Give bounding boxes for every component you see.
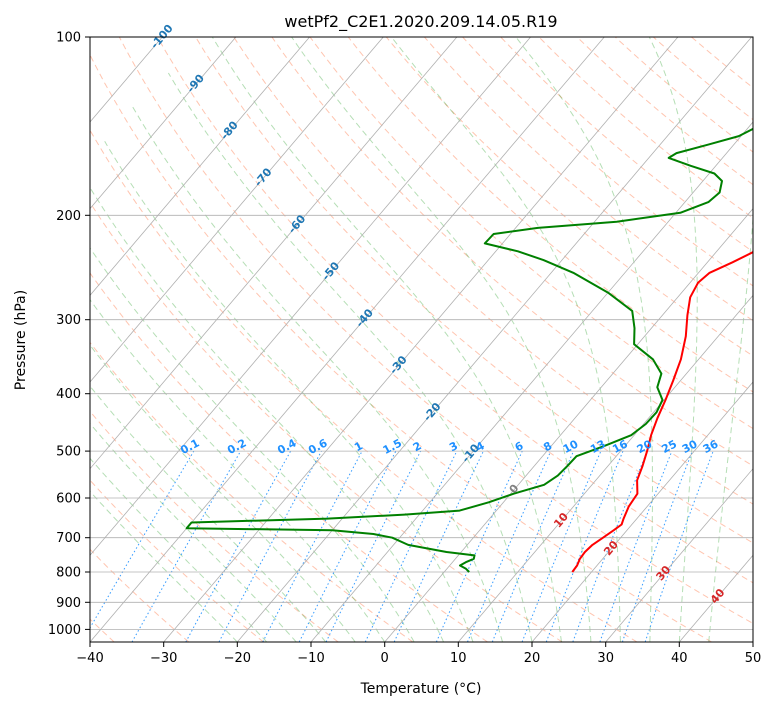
- temperature-profile-line: [571, 251, 753, 573]
- dry-adiabat: [462, 37, 753, 287]
- chart-title: wetPf2_C2E1.2020.209.14.05.R19: [284, 12, 557, 32]
- moist-adiabat: [90, 186, 445, 642]
- moist-adiabat: [515, 37, 653, 642]
- isotherm-line: [90, 37, 531, 556]
- dry-adiabat: [347, 37, 753, 393]
- x-tick-label: 20: [524, 651, 541, 666]
- moist-adiabat: [90, 247, 415, 642]
- dry-adiabat: [90, 53, 712, 642]
- isotherm-line: [236, 37, 752, 642]
- x-tick-label: −10: [297, 651, 324, 666]
- mixing-ratio-line: [325, 450, 422, 642]
- isotherm-line: [163, 37, 679, 642]
- mixing-ratio-line: [435, 450, 523, 642]
- moist-adiabat: [708, 212, 753, 642]
- moist-adiabat: [90, 344, 356, 642]
- x-tick-label: −40: [76, 651, 103, 666]
- isotherm-line: [90, 37, 310, 296]
- dewpoint-profile-line: [185, 127, 753, 573]
- isotherm-line: [90, 37, 458, 470]
- isotherm-line: [457, 294, 753, 642]
- dry-adiabat: [500, 37, 753, 253]
- x-tick-label: 50: [745, 651, 762, 666]
- moist-adiabat: [391, 37, 621, 642]
- mixing-ratio-line: [644, 450, 714, 642]
- dry-adiabat: [90, 129, 638, 642]
- plot-frame: [89, 36, 754, 643]
- y-tick-label: 700: [56, 531, 81, 546]
- moist-adiabat: [130, 104, 503, 642]
- y-tick-label: 1000: [48, 623, 81, 638]
- moist-adiabat: [211, 37, 562, 642]
- mixing-ratio-label: 16: [610, 437, 630, 456]
- y-tick-label: 400: [56, 387, 81, 402]
- dry-adiabat: [90, 479, 264, 642]
- moist-adiabat: [90, 490, 238, 642]
- y-tick-label: 200: [56, 209, 81, 224]
- dry-adiabat: [424, 37, 753, 322]
- dry-adiabat: [156, 37, 753, 584]
- dry-adiabat: [233, 37, 753, 505]
- x-tick-label: 40: [671, 651, 688, 666]
- moist-adiabat: [167, 72, 533, 642]
- isotherm-line: [605, 468, 753, 642]
- y-tick-label: 500: [56, 445, 81, 460]
- mixing-ratio-label: 36: [701, 437, 721, 456]
- x-tick-label: 30: [597, 651, 614, 666]
- y-tick-label: 600: [56, 492, 81, 507]
- dry-adiabat: [309, 37, 753, 430]
- mixing-ratio-line: [621, 450, 693, 642]
- mixing-ratio-label: 13: [588, 437, 608, 456]
- y-tick-label: 800: [56, 566, 81, 581]
- dry-adiabat: [195, 37, 753, 544]
- y-tick-label: 100: [56, 31, 81, 46]
- mixing-ratio-label: 10: [561, 437, 581, 456]
- y-axis-title: Pressure (hPa): [13, 290, 29, 390]
- mixing-ratio-line: [491, 450, 574, 642]
- mixing-ratio-line: [364, 450, 458, 642]
- y-tick-label: 900: [56, 596, 81, 611]
- dry-adiabat: [90, 341, 414, 642]
- x-tick-label: −20: [224, 651, 251, 666]
- profiles: [185, 127, 753, 573]
- mixing-ratio-line: [393, 450, 484, 642]
- moist-adiabat: [90, 298, 386, 642]
- background-lines: [90, 37, 753, 642]
- x-tick-label: −30: [150, 651, 177, 666]
- isotherm-line: [90, 37, 605, 642]
- y-tick-label: 300: [56, 313, 81, 328]
- mixing-ratio-line: [131, 450, 242, 642]
- mixing-ratio-line: [90, 450, 195, 629]
- x-tick-label: 10: [450, 651, 467, 666]
- x-tick-label: 0: [381, 651, 389, 666]
- isotherm-line: [310, 121, 753, 642]
- mixing-ratio-label: 30: [680, 437, 700, 456]
- mixing-ratio-line: [185, 450, 292, 642]
- isotherm-line: [90, 37, 384, 383]
- x-axis-title: Temperature (°C): [360, 681, 482, 697]
- isotherm-line: [90, 37, 237, 210]
- moist-adiabat: [648, 37, 698, 642]
- isotherm-line: [531, 381, 753, 642]
- mixing-ratio-label: 25: [659, 437, 679, 456]
- mixing-ratio-line: [218, 450, 322, 642]
- moist-adiabat: [90, 385, 327, 642]
- axes: −40 −30 −20 −10 0 10 20 30 40 50 100 200 300 400 500 60…: [48, 31, 761, 667]
- moist-adiabat: [291, 37, 592, 642]
- mixing-ratio-line: [467, 450, 552, 642]
- pressure-gridlines: [90, 37, 753, 630]
- isotherm-line: [384, 208, 753, 642]
- mixing-ratio-label: 20: [635, 437, 655, 456]
